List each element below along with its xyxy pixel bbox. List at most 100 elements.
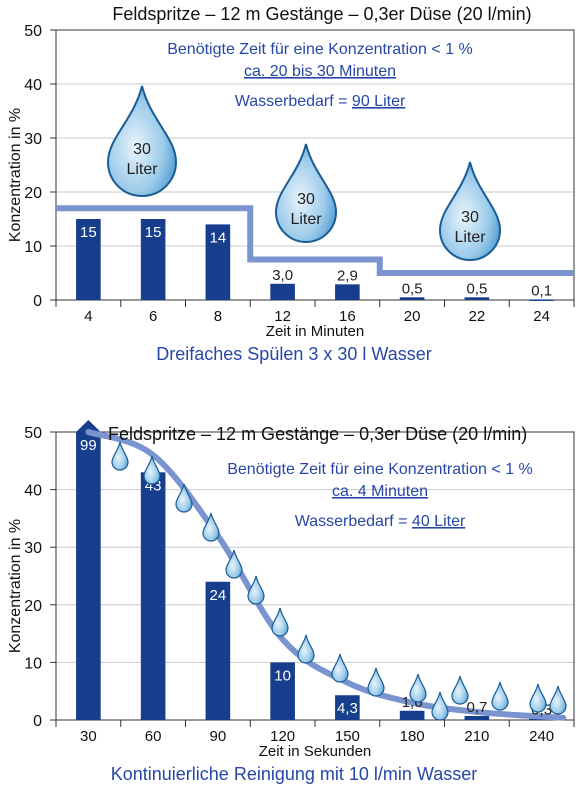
chart-title: Feldspritze – 12 m Gestänge – 0,3er Düse… bbox=[108, 424, 527, 444]
bar bbox=[335, 284, 360, 300]
x-tick-label: 90 bbox=[210, 728, 227, 745]
x-axis-label: Zeit in Minuten bbox=[266, 323, 364, 340]
bar-value-label: 3,0 bbox=[272, 267, 293, 284]
x-tick-label: 120 bbox=[270, 728, 295, 745]
y-tick-label: 10 bbox=[24, 239, 42, 256]
y-tick-label: 0 bbox=[33, 713, 42, 730]
bar-value-label: 10 bbox=[274, 667, 291, 684]
small-water-drop-icon bbox=[143, 455, 161, 485]
small-water-drop-icon bbox=[431, 691, 449, 721]
drop-volume-unit: Liter bbox=[126, 161, 158, 178]
bar-value-label: 0,1 bbox=[531, 282, 552, 299]
x-axis-label: Zeit in Sekunden bbox=[259, 743, 372, 760]
drop-volume-unit: Liter bbox=[290, 211, 322, 228]
y-tick-label: 20 bbox=[24, 185, 42, 202]
bar bbox=[76, 432, 101, 720]
small-water-drop-icon bbox=[367, 667, 385, 697]
x-tick-label: 16 bbox=[339, 308, 356, 325]
x-tick-label: 22 bbox=[469, 308, 486, 325]
annotation-line-1: Benötigte Zeit für eine Konzentration < … bbox=[167, 41, 473, 58]
bar-value-label: 15 bbox=[80, 224, 97, 241]
annotation-line-1: Benötigte Zeit für eine Konzentration < … bbox=[227, 461, 533, 478]
bar bbox=[529, 299, 554, 301]
bar bbox=[464, 715, 490, 720]
small-water-drop-icon bbox=[247, 575, 265, 605]
x-tick-label: 20 bbox=[404, 308, 421, 325]
x-tick-label: 12 bbox=[274, 308, 291, 325]
drop-volume-number: 30 bbox=[461, 209, 479, 226]
bar-value-label: 0,5 bbox=[402, 280, 423, 297]
small-water-drop-icon bbox=[549, 685, 567, 715]
bar bbox=[205, 581, 231, 720]
x-tick-label: 24 bbox=[533, 308, 550, 325]
drop-volume-number: 30 bbox=[297, 191, 315, 208]
bar-overflow-arrow bbox=[76, 420, 101, 432]
x-tick-label: 60 bbox=[145, 728, 162, 745]
chart-bottom-continuous: 0 10 20 30 40 50 30 60 90 120 150 180 210 240 Zeit in … bbox=[7, 420, 575, 784]
x-tick-label: 180 bbox=[400, 728, 425, 745]
bar bbox=[399, 710, 425, 720]
y-tick-label: 0 bbox=[33, 293, 42, 310]
annotation-line-3: Wasserbedarf = 40 Liter bbox=[295, 513, 466, 530]
bar-value-label: 14 bbox=[210, 229, 227, 246]
water-demand-value: 40 Liter bbox=[412, 513, 466, 530]
bar-value-label: 0,7 bbox=[466, 699, 487, 716]
annotation-line-3: Wasserbedarf = 90 Liter bbox=[235, 93, 406, 110]
bar bbox=[270, 283, 295, 300]
x-tick-label: 150 bbox=[335, 728, 360, 745]
water-demand-value: 90 Liter bbox=[352, 93, 406, 110]
bar bbox=[270, 662, 295, 720]
bar-value-label: 24 bbox=[210, 587, 227, 604]
step-line bbox=[56, 205, 574, 276]
x-tick-label: 6 bbox=[149, 308, 157, 325]
y-tick-label: 20 bbox=[24, 598, 42, 615]
small-water-drop-icon bbox=[331, 653, 349, 683]
chart-subtitle: Kontinuierliche Reinigung mit 10 l/min W… bbox=[111, 764, 478, 784]
small-water-drop-icon bbox=[111, 441, 129, 471]
bar bbox=[205, 224, 231, 300]
small-water-drop-icon bbox=[451, 675, 469, 705]
annotation-line-2: ca. 20 bis 30 Minuten bbox=[244, 63, 396, 80]
small-water-drop-icon bbox=[409, 673, 427, 703]
x-tick-label: 210 bbox=[464, 728, 489, 745]
bar bbox=[140, 472, 166, 720]
small-water-drop-icon bbox=[202, 512, 220, 542]
small-water-drop-icon bbox=[175, 483, 193, 513]
bar bbox=[335, 695, 360, 720]
bar-value-label: 0,5 bbox=[466, 280, 487, 297]
y-tick-label: 30 bbox=[24, 540, 42, 557]
drop-volume-unit: Liter bbox=[454, 229, 486, 246]
small-water-drop-icon bbox=[297, 634, 315, 664]
bar bbox=[399, 297, 425, 300]
y-tick-label: 10 bbox=[24, 655, 42, 672]
bar bbox=[464, 297, 490, 300]
x-tick-label: 8 bbox=[214, 308, 222, 325]
water-drop-icon bbox=[274, 143, 338, 243]
chart-subtitle: Dreifaches Spülen 3 x 30 l Wasser bbox=[156, 344, 431, 364]
chart-top-rinsing: 0 10 20 30 40 50 4 6 8 12 16 20 22 24 Zeit in Minuten K… bbox=[7, 4, 575, 364]
y-axis-label: Konzentration in % bbox=[7, 519, 24, 653]
small-water-drop-icon bbox=[271, 607, 289, 637]
x-tick-label: 30 bbox=[80, 728, 97, 745]
bar-value-label: 15 bbox=[145, 224, 162, 241]
x-tick-label: 4 bbox=[84, 308, 92, 325]
y-axis-label: Konzentration in % bbox=[7, 108, 24, 242]
y-tick-label: 30 bbox=[24, 131, 42, 148]
bar-value-label: 4,3 bbox=[337, 700, 358, 717]
x-tick-label: 240 bbox=[529, 728, 554, 745]
small-water-drop-icon bbox=[225, 549, 243, 579]
drop-volume-number: 30 bbox=[133, 141, 151, 158]
y-tick-label: 50 bbox=[24, 23, 42, 40]
water-drop-icon bbox=[106, 85, 178, 197]
bar bbox=[140, 219, 166, 300]
annotation-prefix: Wasserbedarf = bbox=[235, 93, 352, 110]
bar bbox=[76, 219, 101, 300]
small-water-drop-icon bbox=[529, 683, 547, 713]
y-tick-label: 50 bbox=[24, 425, 42, 442]
bar-value-label: 2,9 bbox=[337, 267, 358, 284]
water-drop-icon bbox=[438, 161, 502, 261]
bar-value-label: 99 bbox=[80, 437, 97, 454]
small-water-drop-icon bbox=[491, 681, 509, 711]
y-tick-label: 40 bbox=[24, 483, 42, 500]
